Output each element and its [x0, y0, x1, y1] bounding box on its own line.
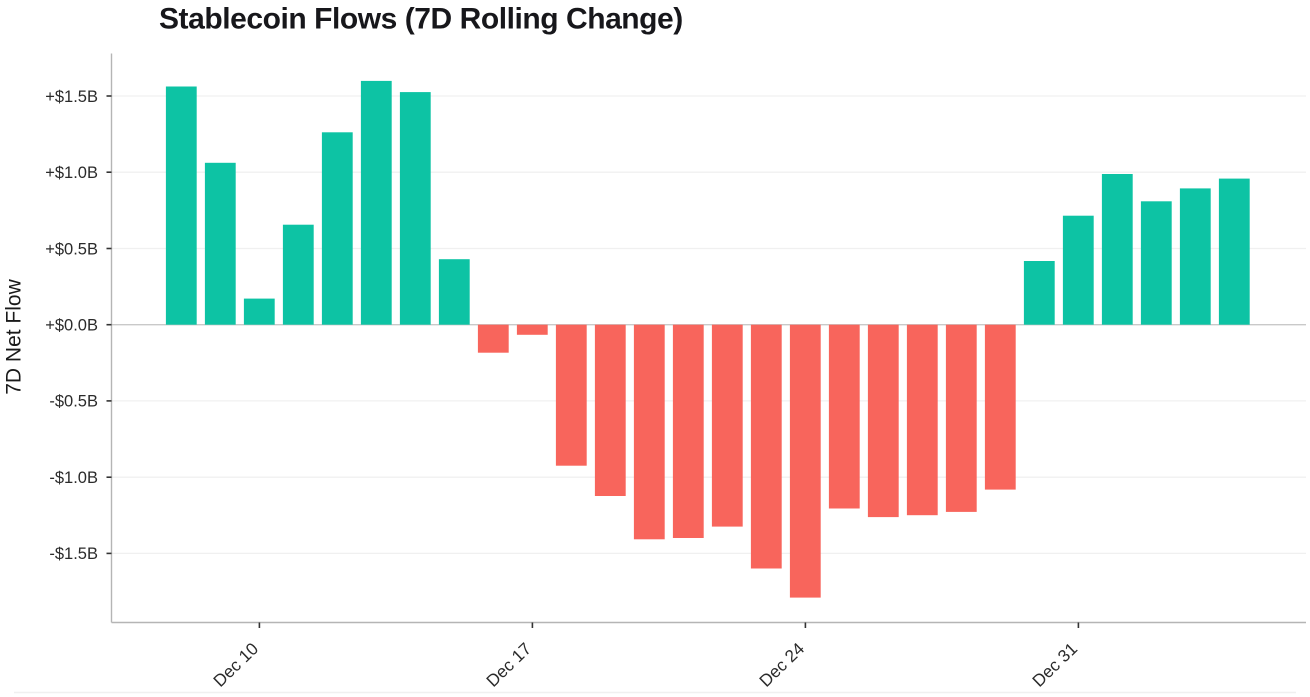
svg-text:Stablecoin Flows (7D Rolling C: Stablecoin Flows (7D Rolling Change) [159, 3, 683, 36]
svg-text:+$1.5B: +$1.5B [45, 88, 98, 106]
svg-text:7D Net Flow: 7D Net Flow [3, 278, 26, 394]
svg-text:+$0.0B: +$0.0B [45, 317, 98, 335]
svg-text:-$1.5B: -$1.5B [49, 545, 98, 563]
svg-text:-$0.5B: -$0.5B [49, 393, 98, 411]
svg-text:+$0.5B: +$0.5B [45, 240, 98, 258]
svg-text:+$1.0B: +$1.0B [45, 164, 98, 182]
svg-text:-$1.0B: -$1.0B [49, 469, 98, 487]
